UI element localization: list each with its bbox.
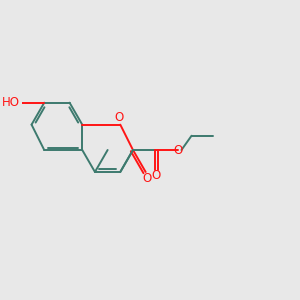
Text: O: O: [173, 143, 182, 157]
Text: HO: HO: [2, 96, 20, 109]
Text: O: O: [151, 169, 160, 182]
Text: O: O: [142, 172, 152, 184]
Text: O: O: [115, 111, 124, 124]
